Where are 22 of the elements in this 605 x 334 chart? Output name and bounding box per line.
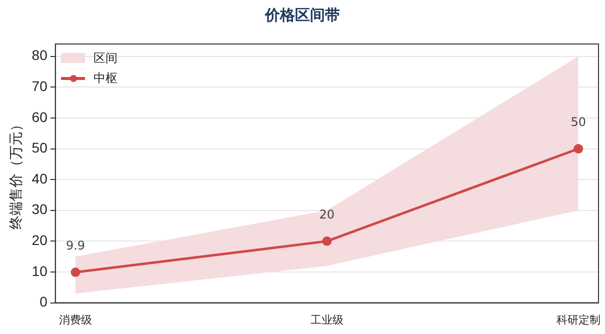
y-tick-label: 10 bbox=[32, 262, 48, 279]
data-label: 9.9 bbox=[66, 238, 86, 252]
point bbox=[322, 236, 332, 246]
x-tick-label: 消费级 bbox=[58, 313, 92, 326]
y-axis-title: 终端售价（万元） bbox=[7, 117, 24, 230]
point bbox=[70, 268, 80, 278]
y-tick-label: 20 bbox=[32, 232, 48, 248]
y-tick-label: 0 bbox=[40, 294, 48, 310]
y-tick-label: 80 bbox=[32, 47, 48, 64]
x-tick-label: 工业级 bbox=[310, 313, 344, 326]
data-label: 50 bbox=[570, 114, 586, 129]
y-tick-label: 30 bbox=[32, 201, 48, 218]
y-tick-label: 40 bbox=[32, 170, 48, 186]
legend-label: 中枢 bbox=[93, 70, 118, 86]
y-tick-label: 50 bbox=[32, 140, 48, 156]
point bbox=[574, 144, 584, 154]
y-tick-label: 60 bbox=[32, 108, 48, 125]
x-tick-label: 科研定制 bbox=[556, 313, 600, 326]
chart-title: 价格区间带 bbox=[264, 6, 341, 25]
y-tick-label: 70 bbox=[32, 78, 48, 94]
legend-label: 区间 bbox=[93, 50, 118, 66]
data-label: 20 bbox=[319, 207, 335, 222]
